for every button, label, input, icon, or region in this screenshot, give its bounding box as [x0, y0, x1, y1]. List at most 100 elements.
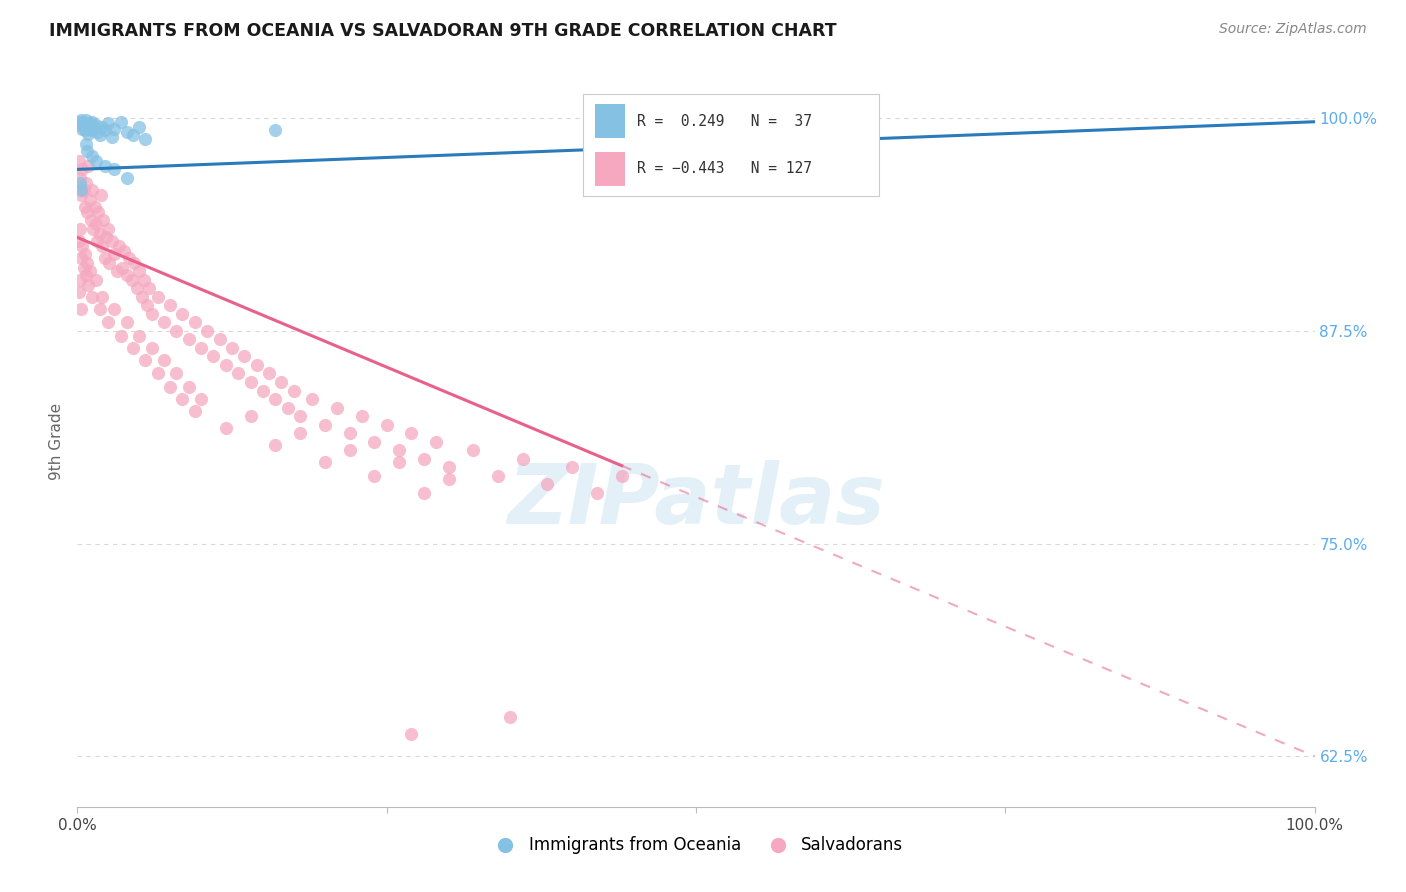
Point — [437, 460, 460, 475]
Point — [77, 127, 100, 141]
Point — [82, 290, 104, 304]
Bar — [595, 153, 624, 186]
Point — [339, 425, 361, 440]
Point — [105, 264, 128, 278]
Point — [115, 316, 138, 330]
Point — [190, 341, 212, 355]
Point — [83, 200, 105, 214]
Point — [72, 116, 94, 130]
Point — [111, 260, 134, 275]
Point — [153, 316, 176, 330]
Point — [184, 316, 207, 330]
Point — [561, 460, 583, 475]
Point — [314, 417, 336, 432]
Point — [84, 217, 107, 231]
Point — [128, 264, 150, 278]
Point — [115, 125, 138, 139]
Point — [70, 113, 93, 128]
Point — [252, 384, 274, 398]
Point — [134, 273, 156, 287]
Point — [134, 352, 156, 367]
Y-axis label: 9th Grade: 9th Grade — [49, 403, 65, 480]
Point — [177, 380, 200, 394]
Point — [283, 384, 305, 398]
Point — [122, 341, 145, 355]
Point — [79, 116, 101, 130]
Point — [80, 213, 103, 227]
Point — [239, 375, 262, 389]
Point — [122, 256, 145, 270]
Point — [97, 222, 120, 236]
Point — [80, 123, 103, 137]
Point — [93, 159, 115, 173]
Point — [165, 324, 187, 338]
Point — [172, 307, 194, 321]
Point — [90, 187, 112, 202]
Point — [141, 341, 163, 355]
Point — [536, 477, 558, 491]
Point — [69, 170, 91, 185]
Point — [72, 239, 94, 253]
Point — [91, 213, 114, 227]
Point — [76, 256, 98, 270]
Bar — [595, 104, 624, 137]
Point — [437, 472, 460, 486]
Point — [76, 205, 98, 219]
Point — [128, 120, 150, 134]
Point — [70, 251, 93, 265]
Point — [73, 200, 96, 214]
Point — [79, 264, 101, 278]
Point — [264, 438, 287, 452]
Point — [89, 227, 111, 241]
Point — [233, 350, 256, 364]
Point — [112, 244, 135, 258]
Point — [141, 307, 163, 321]
Point — [101, 130, 124, 145]
Point — [67, 234, 90, 248]
Point — [270, 375, 292, 389]
Point — [103, 301, 125, 316]
Point — [73, 247, 96, 261]
Point — [146, 290, 169, 304]
Point — [69, 222, 91, 236]
Point — [131, 290, 153, 304]
Point — [89, 128, 111, 143]
Point — [70, 183, 93, 197]
Point — [69, 118, 91, 132]
Point — [226, 367, 249, 381]
Point — [94, 230, 117, 244]
Point — [67, 285, 90, 299]
Point — [67, 153, 90, 168]
Point — [121, 273, 143, 287]
Point — [288, 425, 311, 440]
Point — [122, 128, 145, 143]
Point — [412, 485, 434, 500]
Text: IMMIGRANTS FROM OCEANIA VS SALVADORAN 9TH GRADE CORRELATION CHART: IMMIGRANTS FROM OCEANIA VS SALVADORAN 9T… — [49, 22, 837, 40]
Point — [75, 176, 97, 190]
Point — [77, 278, 100, 293]
Point — [277, 401, 299, 415]
Point — [89, 301, 111, 316]
Point — [288, 409, 311, 423]
Point — [221, 341, 243, 355]
Point — [512, 451, 534, 466]
Point — [91, 239, 114, 253]
Point — [138, 281, 160, 295]
Point — [195, 324, 218, 338]
Text: R =  0.249   N =  37: R = 0.249 N = 37 — [637, 114, 811, 128]
Point — [70, 187, 93, 202]
Point — [103, 162, 125, 177]
Point — [75, 136, 97, 151]
Point — [326, 401, 349, 415]
Point — [82, 222, 104, 236]
Point — [67, 114, 90, 128]
Point — [165, 367, 187, 381]
Point — [103, 121, 125, 136]
Point — [72, 162, 94, 177]
Point — [82, 149, 104, 163]
Text: Source: ZipAtlas.com: Source: ZipAtlas.com — [1219, 22, 1367, 37]
Point — [610, 468, 633, 483]
Point — [87, 205, 110, 219]
Point — [86, 125, 108, 139]
Point — [110, 329, 132, 343]
